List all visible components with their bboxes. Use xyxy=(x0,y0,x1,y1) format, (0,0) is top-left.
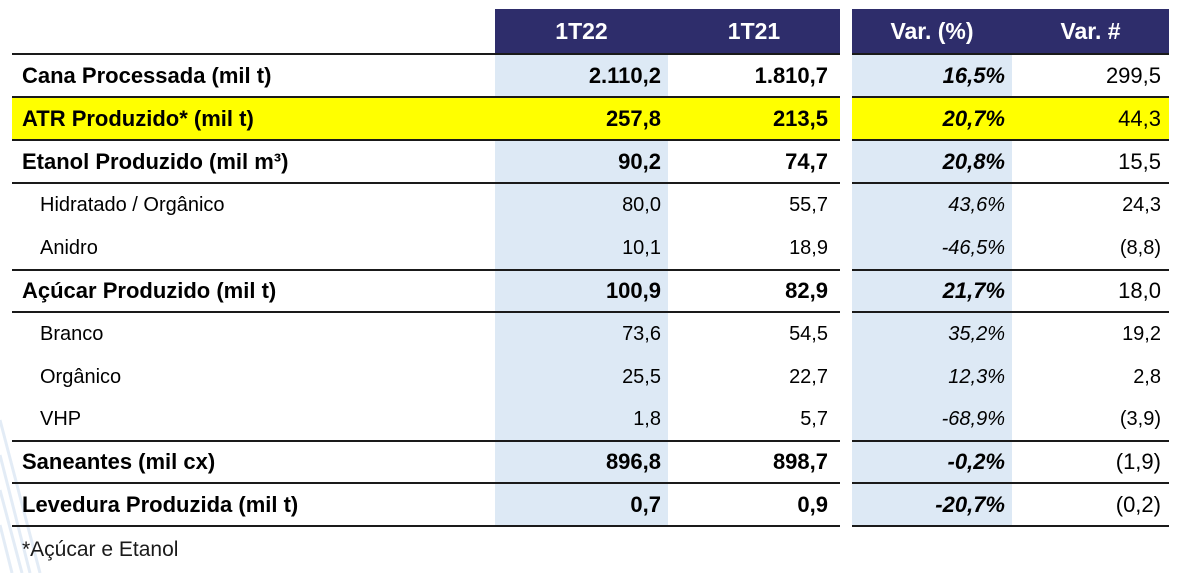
rule-bottom-right xyxy=(852,525,1169,527)
value-1t21: 0,9 xyxy=(797,491,828,517)
rule-before-acucar-left xyxy=(12,269,840,271)
value-1t21: 22,7 xyxy=(789,365,828,388)
table-row: VHP 1,8 5,7 -68,9% (3,9) xyxy=(0,398,1177,440)
rule-after-acucar-left xyxy=(12,311,840,313)
value-1t21: 1.810,7 xyxy=(754,62,828,88)
row-label: Açúcar Produzido (mil t) xyxy=(22,278,277,303)
table-row: Anidro 10,1 18,9 -46,5% (8,8) xyxy=(0,227,1177,269)
value-1t21: 18,9 xyxy=(789,236,828,259)
row-label: VHP xyxy=(40,407,82,430)
header-1t21: 1T21 xyxy=(668,9,840,54)
value-var-abs: 299,5 xyxy=(1105,62,1161,88)
value-1t22: 25,5 xyxy=(622,365,661,388)
value-1t22: 1,8 xyxy=(633,407,661,430)
table-row: Orgânico 25,5 22,7 12,3% 2,8 xyxy=(0,356,1177,398)
footnote: *Açúcar e Etanol xyxy=(22,538,179,561)
value-1t21: 213,5 xyxy=(772,105,828,131)
value-1t22: 80,0 xyxy=(622,194,661,216)
value-var-abs: 18,0 xyxy=(1118,278,1161,303)
value-var-abs: 24,3 xyxy=(1122,194,1161,216)
value-var-pct: -68,9% xyxy=(941,407,1005,430)
table-row: Branco 73,6 54,5 35,2% 19,2 xyxy=(0,313,1177,356)
value-1t21: 74,7 xyxy=(785,148,828,174)
rule-top-left xyxy=(12,53,840,55)
row-label: Etanol Produzido (mil m³) xyxy=(22,148,289,174)
rule-bottom-left xyxy=(12,525,840,527)
table-row: Hidratado / Orgânico 80,0 55,7 43,6% 24,… xyxy=(0,184,1177,227)
value-1t22: 2.110,2 xyxy=(588,62,661,88)
value-1t22: 0,7 xyxy=(630,491,661,517)
rule-after-cana-right xyxy=(852,96,1169,98)
rule-before-acucar-right xyxy=(852,269,1169,271)
header-var-pct: Var. (%) xyxy=(852,9,1012,54)
value-var-abs: 19,2 xyxy=(1122,323,1161,345)
row-label: ATR Produzido* (mil t) xyxy=(22,105,254,131)
table-row: ATR Produzido* (mil t) 257,8 213,5 20,7%… xyxy=(0,98,1177,139)
rule-after-saneantes-right xyxy=(852,482,1169,484)
rule-after-atr-left xyxy=(12,139,840,141)
rule-before-saneantes-right xyxy=(852,440,1169,442)
highlight-atr-left xyxy=(12,98,840,140)
rule-after-etanol-right xyxy=(852,182,1169,184)
highlight-atr-right xyxy=(852,98,1169,140)
value-1t22: 90,2 xyxy=(618,148,661,174)
table-row: Saneantes (mil cx) 896,8 898,7 -0,2% (1,… xyxy=(0,442,1177,482)
value-var-pct: 16,5% xyxy=(942,62,1005,88)
value-1t21: 82,9 xyxy=(785,278,828,303)
value-var-abs: (0,2) xyxy=(1115,491,1161,517)
value-var-pct: 20,8% xyxy=(942,148,1005,174)
value-var-abs: (8,8) xyxy=(1119,236,1161,259)
value-var-pct: -0,2% xyxy=(947,449,1005,474)
value-var-pct: -20,7% xyxy=(935,491,1005,517)
table-row: Levedura Produzida (mil t) 0,7 0,9 -20,7… xyxy=(0,484,1177,525)
value-var-pct: -46,5% xyxy=(941,236,1005,259)
rule-before-saneantes-left xyxy=(12,440,840,442)
value-var-pct: 21,7% xyxy=(942,278,1005,303)
header-1t22: 1T22 xyxy=(495,9,668,54)
row-label: Branco xyxy=(40,323,104,345)
header-var-abs: Var. # xyxy=(1012,9,1169,54)
value-1t21: 55,7 xyxy=(789,194,828,216)
value-var-abs: (1,9) xyxy=(1115,449,1161,474)
row-label: Anidro xyxy=(40,236,98,259)
value-1t22: 10,1 xyxy=(622,236,661,259)
row-label: Hidratado / Orgânico xyxy=(40,194,225,216)
rule-after-saneantes-left xyxy=(12,482,840,484)
rule-top-right xyxy=(852,53,1169,55)
value-1t22: 73,6 xyxy=(622,323,661,345)
rule-after-atr-right xyxy=(852,139,1169,141)
value-var-abs: 2,8 xyxy=(1133,365,1161,388)
value-var-abs: 44,3 xyxy=(1118,105,1161,131)
row-label: Orgânico xyxy=(40,365,122,388)
row-label: Cana Processada (mil t) xyxy=(22,62,272,88)
value-1t21: 54,5 xyxy=(789,323,828,345)
row-label: Levedura Produzida (mil t) xyxy=(22,491,299,517)
value-1t22: 100,9 xyxy=(605,278,661,303)
table-row: Cana Processada (mil t) 2.110,2 1.810,7 … xyxy=(0,55,1177,96)
rule-after-etanol-left xyxy=(12,182,840,184)
table-row: Açúcar Produzido (mil t) 100,9 82,9 21,7… xyxy=(0,271,1177,311)
value-var-pct: 43,6% xyxy=(948,194,1005,216)
table-row: Etanol Produzido (mil m³) 90,2 74,7 20,8… xyxy=(0,141,1177,182)
value-var-abs: (3,9) xyxy=(1119,407,1161,430)
value-var-pct: 35,2% xyxy=(948,323,1005,345)
value-var-abs: 15,5 xyxy=(1118,148,1161,174)
value-var-pct: 12,3% xyxy=(948,365,1005,388)
value-1t21: 898,7 xyxy=(772,449,828,474)
value-1t21: 5,7 xyxy=(800,407,828,430)
value-1t22: 896,8 xyxy=(605,449,661,474)
value-var-pct: 20,7% xyxy=(942,105,1005,131)
rule-after-cana-left xyxy=(12,96,840,98)
rule-after-acucar-right xyxy=(852,311,1169,313)
row-label: Saneantes (mil cx) xyxy=(22,449,216,474)
value-1t22: 257,8 xyxy=(605,105,661,131)
